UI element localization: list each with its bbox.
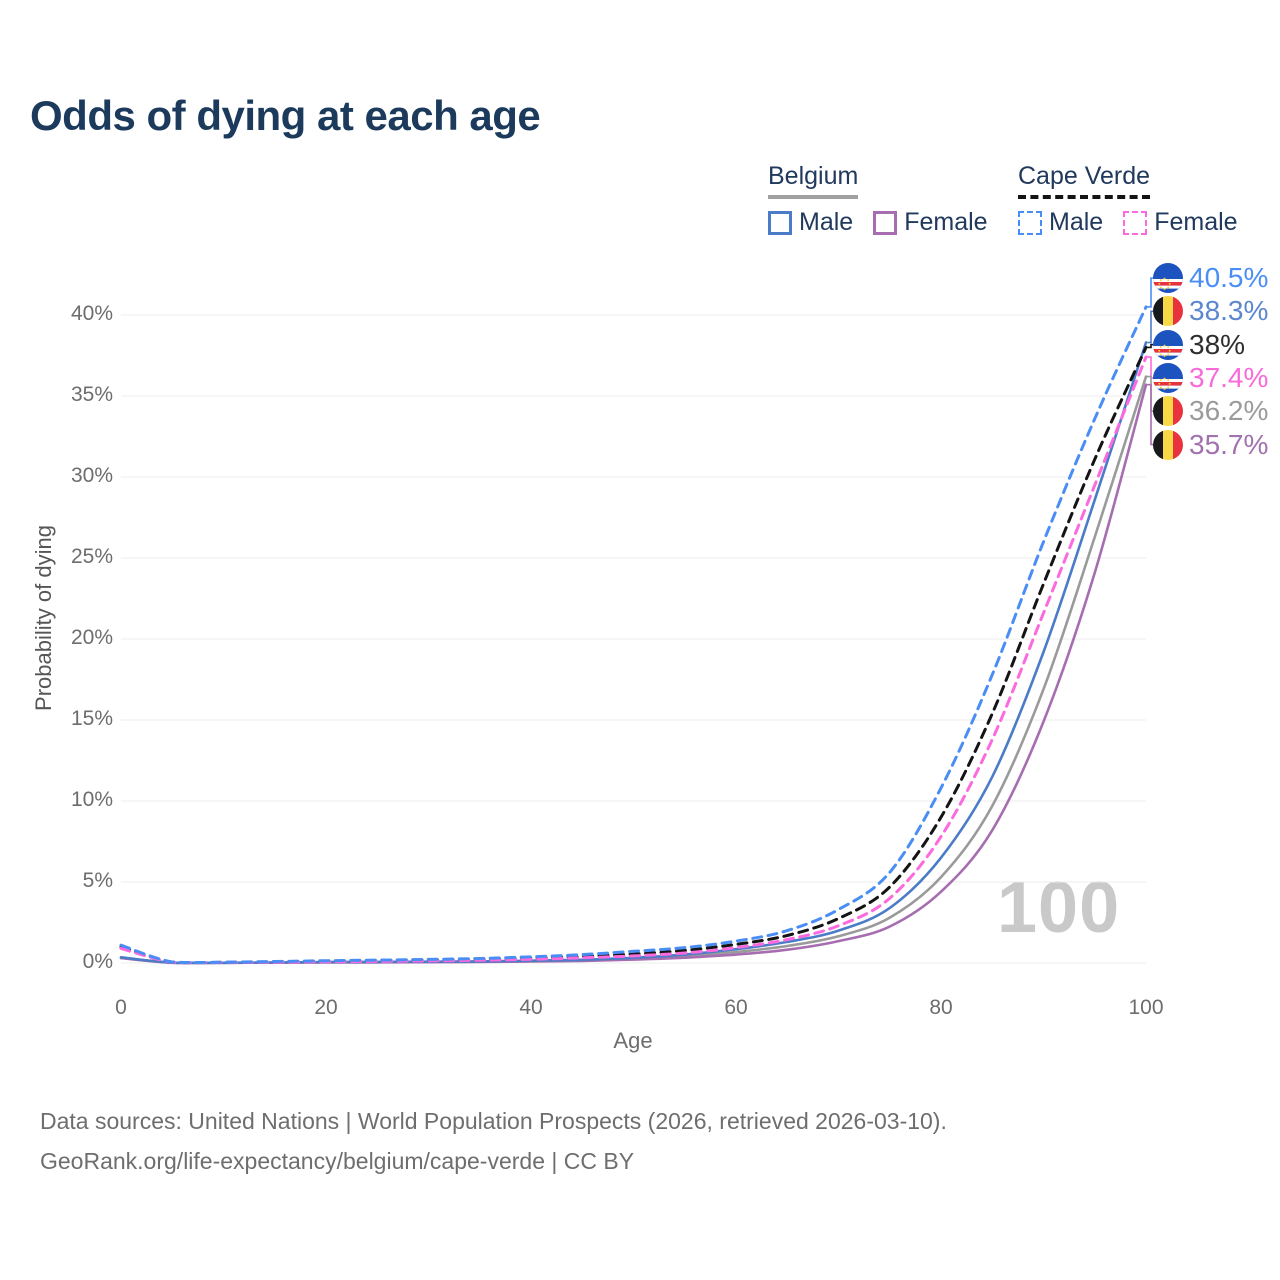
data-sources-text: Data sources: United Nations | World Pop… bbox=[40, 1108, 947, 1134]
end-label-value: 38% bbox=[1189, 328, 1246, 360]
series-line-belgium-total bbox=[119, 375, 1148, 965]
x-tick-label: 40 bbox=[519, 996, 543, 1019]
end-label-belgium-total: 36.2% bbox=[1153, 395, 1269, 427]
attribution-link-text[interactable]: GeoRank.org/life-expectancy/belgium/cape… bbox=[40, 1148, 635, 1174]
y-tick-label: 35% bbox=[70, 383, 113, 406]
leader-line-belgium-male bbox=[1146, 310, 1153, 344]
legend-item-belgium-male[interactable]: Male bbox=[768, 208, 853, 237]
legend-group-cape-verde: Cape Verde Male Female bbox=[1018, 162, 1238, 237]
cape-verde-female-swatch-icon bbox=[1123, 210, 1148, 235]
legend-belgium-label[interactable]: Belgium bbox=[768, 162, 859, 199]
legend-item-belgium-female[interactable]: Female bbox=[873, 208, 988, 237]
end-label-cape-verde-total: 38% bbox=[1153, 328, 1246, 360]
series-line-cape-verde-total bbox=[119, 345, 1148, 965]
legend-item-label: Male bbox=[1049, 208, 1104, 236]
cape-verde-flag-icon bbox=[1153, 329, 1183, 360]
cape-verde-flag-icon bbox=[1153, 263, 1183, 293]
belgium-female-swatch-icon bbox=[873, 210, 898, 235]
series-line-cape-verde-female bbox=[119, 355, 1148, 965]
x-tick-label: 20 bbox=[314, 996, 338, 1019]
legend-cape-verde-label[interactable]: Cape Verde bbox=[1018, 162, 1151, 199]
leader-line-belgium-female bbox=[1146, 383, 1153, 446]
y-tick-label: 10% bbox=[70, 788, 113, 811]
series-line-cape-verde-male bbox=[119, 305, 1148, 965]
y-tick-label: 40% bbox=[70, 302, 113, 325]
x-tick-label: 100 bbox=[1128, 996, 1164, 1019]
legend-item-label: Female bbox=[904, 208, 988, 236]
cape-verde-male-swatch-icon bbox=[1018, 210, 1042, 235]
x-tick-label: 60 bbox=[724, 996, 748, 1019]
belgium-male-swatch-icon bbox=[768, 210, 792, 235]
y-tick-label: 20% bbox=[70, 626, 113, 649]
end-label-value: 38.3% bbox=[1189, 295, 1269, 327]
legend-item-cape-verde-male[interactable]: Male bbox=[1018, 208, 1103, 237]
leader-line-belgium-total bbox=[1146, 375, 1153, 412]
end-label-belgium-female: 35.7% bbox=[1153, 428, 1269, 460]
belgium-flag-icon bbox=[1153, 429, 1183, 460]
end-label-value: 37.4% bbox=[1189, 361, 1269, 393]
y-tick-label: 15% bbox=[70, 707, 113, 730]
belgium-flag-icon bbox=[1153, 296, 1183, 327]
end-label-cape-verde-female: 37.4% bbox=[1153, 361, 1269, 393]
legend-group-belgium: Belgium Male Female bbox=[768, 162, 988, 237]
end-label-value: 36.2% bbox=[1189, 395, 1269, 427]
leader-line-cape-verde-total bbox=[1146, 343, 1153, 349]
x-axis-title: Age bbox=[613, 1028, 653, 1053]
y-tick-label: 25% bbox=[70, 545, 113, 568]
age-watermark: 100 bbox=[997, 868, 1121, 948]
y-tick-label: 30% bbox=[70, 464, 113, 487]
legend-item-label: Female bbox=[1154, 208, 1238, 236]
x-tick-label: 0 bbox=[115, 996, 127, 1019]
series-line-belgium-female bbox=[119, 383, 1148, 965]
belgium-flag-icon bbox=[1153, 396, 1183, 427]
page-title: Odds of dying at each age bbox=[30, 92, 541, 139]
leader-line-cape-verde-male bbox=[1146, 277, 1153, 308]
legend-item-label: Male bbox=[799, 208, 854, 236]
end-label-value: 40.5% bbox=[1189, 262, 1269, 293]
end-label-value: 35.7% bbox=[1189, 428, 1269, 460]
end-label-belgium-male: 38.3% bbox=[1153, 295, 1269, 327]
legend-item-cape-verde-female[interactable]: Female bbox=[1123, 208, 1238, 237]
y-tick-label: 5% bbox=[82, 869, 113, 892]
series-line-belgium-male bbox=[119, 341, 1148, 965]
cape-verde-flag-icon bbox=[1153, 362, 1183, 393]
end-label-cape-verde-male: 40.5% bbox=[1153, 262, 1269, 293]
x-tick-label: 80 bbox=[929, 996, 953, 1019]
y-tick-label: 0% bbox=[82, 950, 113, 973]
leader-line-cape-verde-female bbox=[1146, 356, 1153, 379]
